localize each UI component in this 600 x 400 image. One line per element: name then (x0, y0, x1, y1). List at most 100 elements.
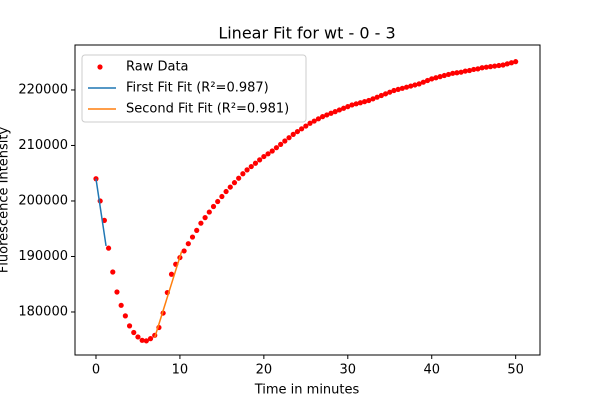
data-point (194, 227, 200, 233)
data-point (458, 69, 464, 75)
data-point (416, 81, 422, 87)
y-tick-label: 180000 (18, 304, 68, 319)
data-point (399, 85, 405, 91)
data-point (206, 209, 212, 215)
data-point (391, 87, 397, 94)
data-point (307, 120, 313, 126)
data-point (273, 145, 280, 151)
x-tick-label: 10 (172, 363, 189, 378)
data-point (479, 65, 485, 71)
data-point (105, 245, 112, 251)
y-tick-label: 190000 (18, 249, 68, 264)
fit-line (95, 178, 107, 247)
data-point (403, 84, 410, 90)
data-point (395, 86, 401, 93)
x-tick-label: 30 (340, 363, 357, 378)
data-point (450, 70, 456, 76)
data-point (240, 171, 246, 177)
data-point (286, 135, 292, 141)
data-point (408, 83, 414, 89)
data-point (265, 151, 271, 157)
data-point (93, 176, 99, 182)
data-point (227, 184, 233, 190)
data-point (374, 94, 380, 100)
y-axis-label: Fluorescence Intensity (0, 127, 12, 274)
data-point (269, 148, 275, 154)
data-point (500, 62, 506, 68)
data-point (340, 105, 347, 111)
data-point (496, 62, 502, 69)
data-point (219, 193, 225, 200)
chart-title: Linear Fit for wt - 0 - 3 (218, 24, 395, 43)
data-point (126, 323, 133, 329)
data-point (311, 118, 317, 124)
data-point (278, 141, 284, 147)
data-point (345, 104, 351, 110)
x-tick-label: 20 (256, 363, 273, 378)
data-point (315, 116, 322, 122)
data-point (282, 138, 288, 144)
data-point (483, 64, 489, 70)
legend-label: First Fit Fit (R²=0.987) (126, 81, 269, 96)
plot-frame (74, 44, 541, 356)
legend-label: Second Fit Fit (R²=0.981) (126, 102, 289, 117)
data-point (299, 126, 305, 132)
data-point (303, 123, 309, 129)
y-tick-label: 200000 (18, 193, 68, 208)
data-point (181, 248, 187, 254)
data-point (110, 269, 116, 275)
data-point (471, 66, 477, 73)
data-point (118, 302, 124, 308)
data-point (353, 101, 359, 107)
data-point (139, 337, 145, 343)
x-axis-label: Time in minutes (254, 383, 360, 398)
data-point (437, 74, 443, 80)
data-point (202, 215, 208, 221)
data-point (147, 336, 154, 342)
data-point (294, 128, 301, 135)
data-point (320, 114, 326, 120)
data-point (424, 77, 431, 84)
data-point (429, 76, 435, 82)
y-tick-label: 210000 (18, 138, 68, 153)
data-point (122, 313, 128, 319)
data-point (332, 109, 338, 115)
data-point (475, 66, 481, 72)
data-point (420, 79, 426, 85)
x-tick-label: 40 (423, 363, 440, 378)
data-point (328, 110, 334, 116)
data-point (441, 72, 447, 79)
legend-label: Raw Data (126, 60, 189, 75)
data-point (198, 220, 204, 226)
data-point (433, 75, 439, 81)
y-tick-label: 220000 (18, 82, 68, 97)
data-point (445, 71, 452, 78)
data-point (487, 64, 494, 70)
data-point (131, 329, 137, 336)
data-point (366, 97, 372, 104)
data-point (168, 271, 175, 277)
data-point (252, 160, 259, 166)
fit-line (154, 251, 183, 338)
data-point (504, 61, 510, 67)
data-point (231, 180, 238, 186)
data-point (248, 163, 254, 170)
data-point (257, 157, 263, 163)
data-point (143, 338, 149, 344)
data-point (508, 60, 515, 66)
data-point (215, 198, 221, 205)
data-point (349, 102, 355, 108)
data-point (324, 112, 330, 118)
data-point (382, 91, 389, 97)
data-point (454, 70, 460, 76)
data-point (462, 68, 468, 74)
data-point (378, 92, 384, 99)
data-point (185, 241, 191, 247)
data-point (135, 334, 141, 340)
data-point (387, 89, 393, 95)
data-point (466, 67, 473, 74)
data-point (189, 234, 196, 240)
data-point (412, 82, 418, 88)
legend-marker (97, 64, 103, 70)
